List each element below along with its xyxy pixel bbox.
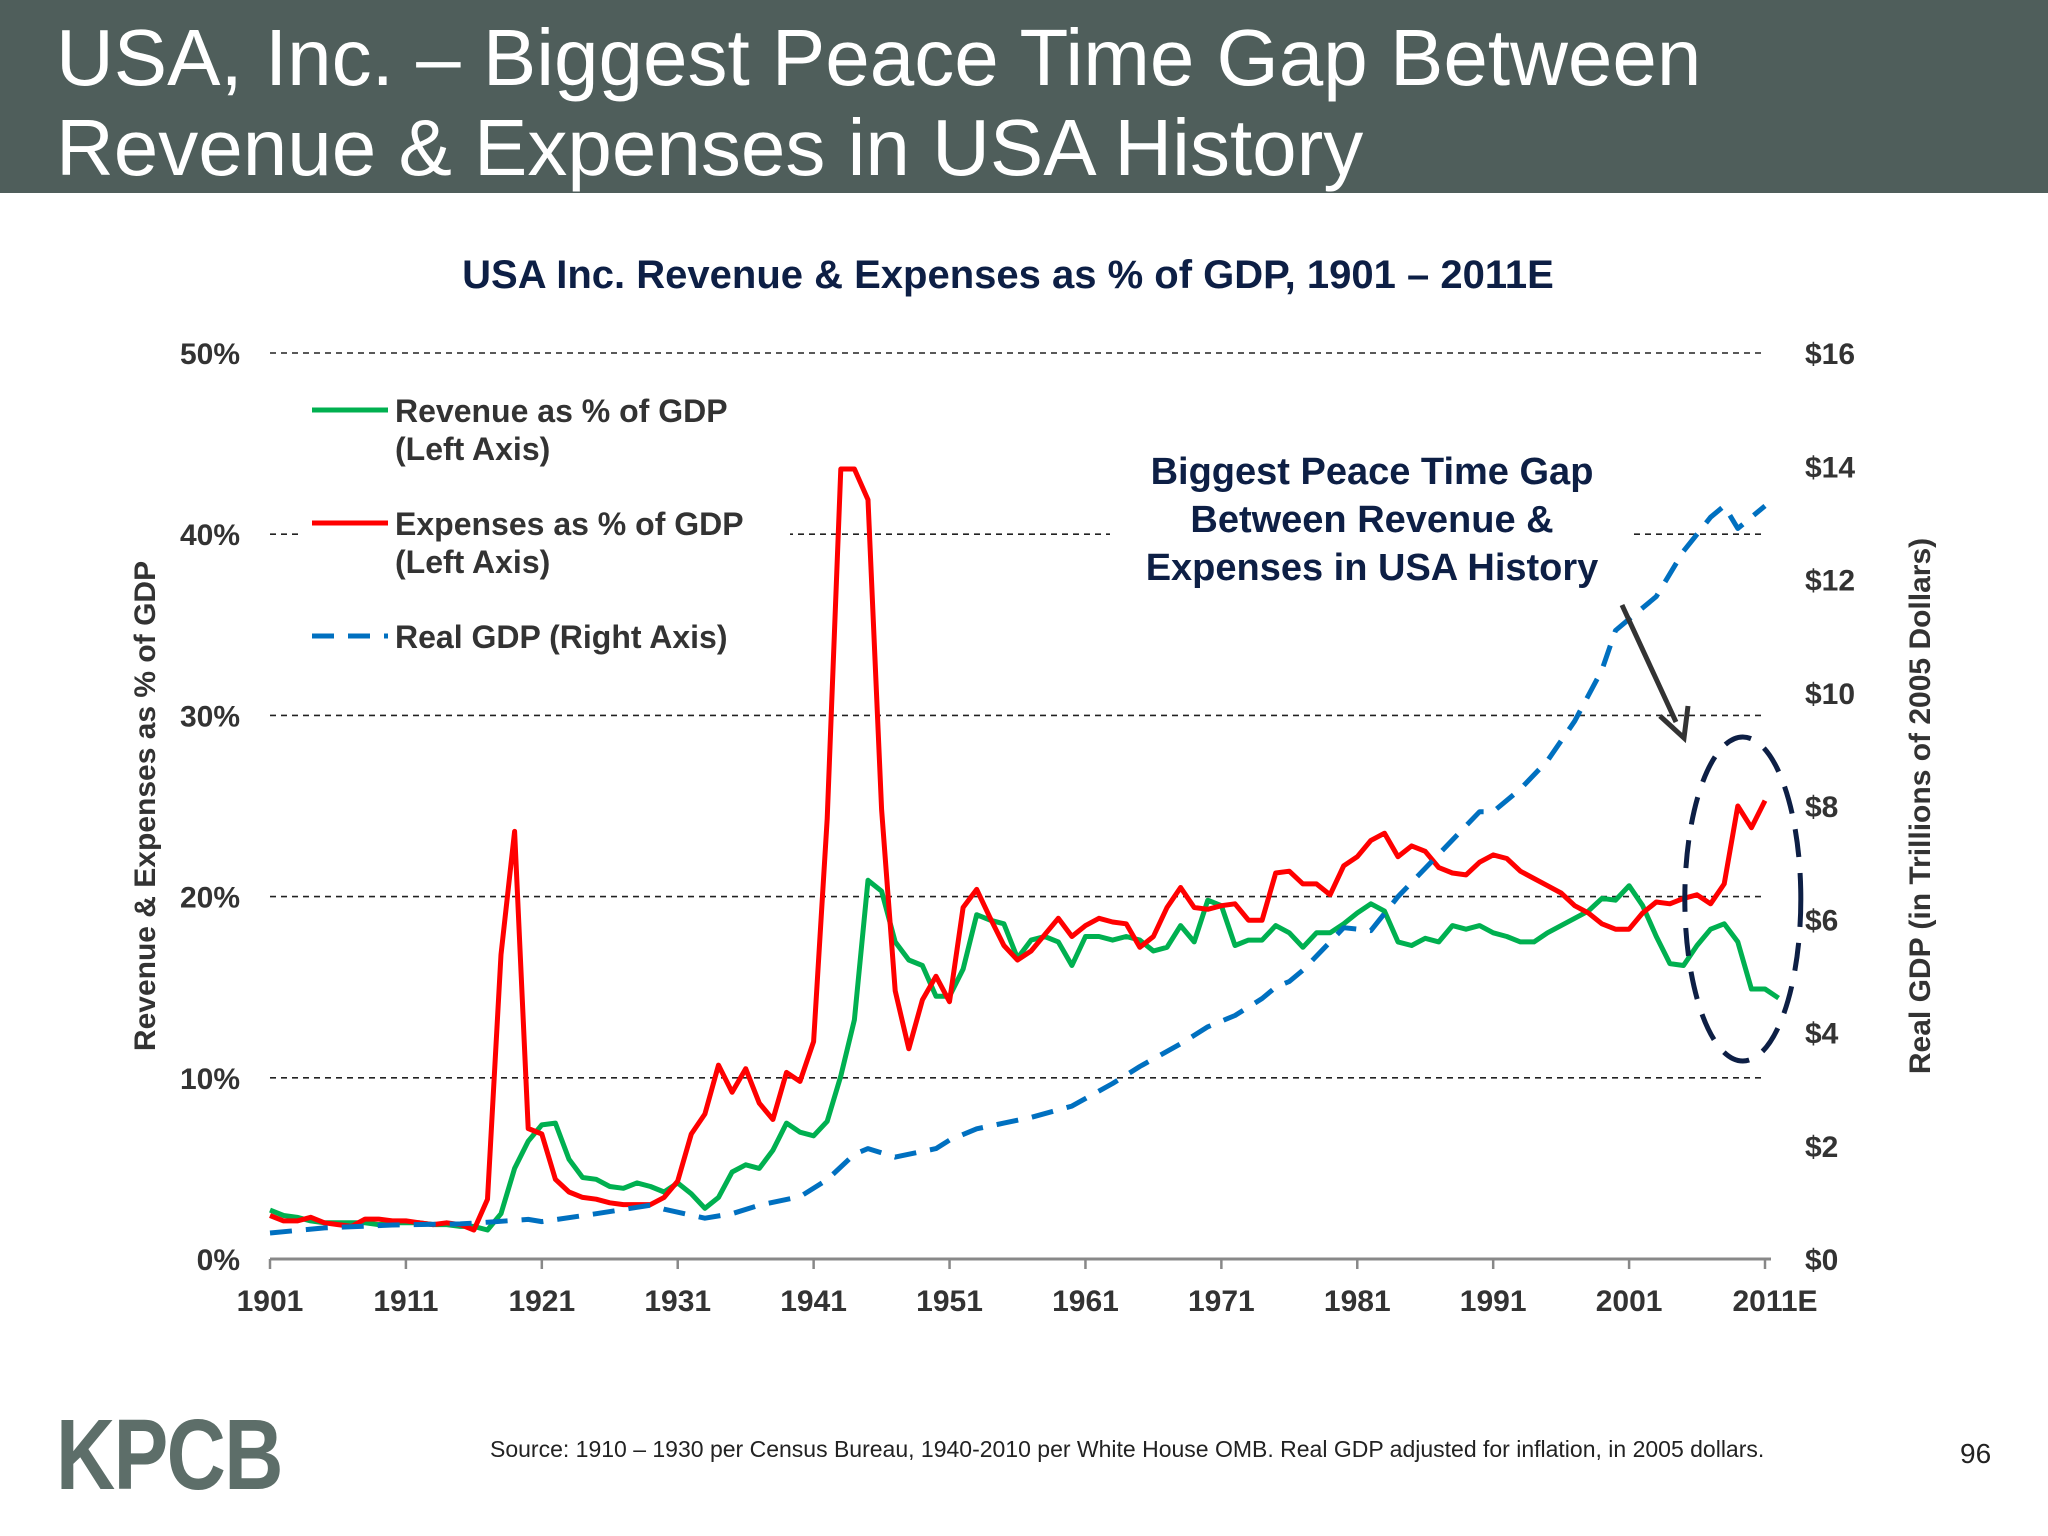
x-tick-label: 1941 — [780, 1285, 847, 1318]
y2-tick-label: $4 — [1805, 1018, 1839, 1051]
page-number: 96 — [1960, 1438, 1992, 1469]
x-tick-label: 2001 — [1596, 1285, 1663, 1318]
legend-label: Real GDP (Right Axis) — [395, 619, 728, 655]
x-tick-label: 1981 — [1324, 1285, 1391, 1318]
y-tick-label: 30% — [180, 700, 240, 733]
x-tick-label: 1971 — [1188, 1285, 1255, 1318]
y2-tick-label: $0 — [1805, 1244, 1838, 1277]
x-tick-label: 1911 — [373, 1285, 438, 1318]
slide-title-line1: USA, Inc. – Biggest Peace Time Gap Betwe… — [56, 13, 1702, 102]
source-note: Source: 1910 – 1930 per Census Bureau, 1… — [490, 1436, 1765, 1462]
y2-tick-label: $2 — [1805, 1131, 1838, 1164]
legend-label: Revenue as % of GDP — [395, 393, 728, 429]
annotation-text: Biggest Peace Time Gap — [1151, 451, 1594, 493]
y2-tick-label: $6 — [1805, 904, 1838, 937]
expenses-line — [269, 466, 1768, 1233]
x-tick-label: 1921 — [508, 1285, 575, 1318]
legend-label-line2: (Left Axis) — [395, 431, 550, 467]
y2-tick-label: $8 — [1805, 791, 1838, 824]
arrow-head-icon — [1658, 705, 1691, 744]
x-tick-label: 2011E — [1732, 1285, 1817, 1318]
y2-tick-label: $10 — [1805, 678, 1855, 711]
annotation-background — [1110, 440, 1630, 600]
chart-title: USA Inc. Revenue & Expenses as % of GDP,… — [462, 253, 1554, 297]
title-bar: USA, Inc. – Biggest Peace Time Gap Betwe… — [0, 0, 2048, 193]
x-tick-label: 1931 — [644, 1285, 711, 1318]
annotation-arrow — [1619, 603, 1679, 724]
x-tick-label: 1961 — [1052, 1285, 1119, 1318]
annotation-text: Expenses in USA History — [1146, 547, 1599, 589]
y2-tick-label: $14 — [1805, 451, 1855, 484]
y2-axis-title: Real GDP (in Trillions of 2005 Dollars) — [1904, 538, 1937, 1074]
revenue-line — [269, 877, 1780, 1233]
legend-label: Expenses as % of GDP — [395, 506, 744, 542]
x-tick-label: 1901 — [237, 1285, 304, 1318]
y-tick-label: 40% — [180, 519, 240, 552]
slide-title-line2: Revenue & Expenses in USA History — [56, 103, 1364, 192]
x-tick-label: 1991 — [1460, 1285, 1527, 1318]
annotation-text: Between Revenue & — [1190, 499, 1553, 541]
y-tick-label: 0% — [197, 1244, 240, 1277]
legend-label-line2: (Left Axis) — [395, 544, 550, 580]
y-axis-title: Revenue & Expenses as % of GDP — [129, 561, 162, 1051]
y2-tick-label: $12 — [1805, 565, 1855, 598]
y-tick-label: 20% — [180, 882, 240, 915]
y-tick-label: 50% — [180, 338, 240, 371]
y2-tick-label: $16 — [1805, 338, 1855, 371]
kpcb-logo: KPCB — [56, 1399, 283, 1511]
highlight-ellipse — [1682, 734, 1804, 1064]
y-tick-label: 10% — [180, 1063, 240, 1096]
x-tick-label: 1951 — [916, 1285, 983, 1318]
